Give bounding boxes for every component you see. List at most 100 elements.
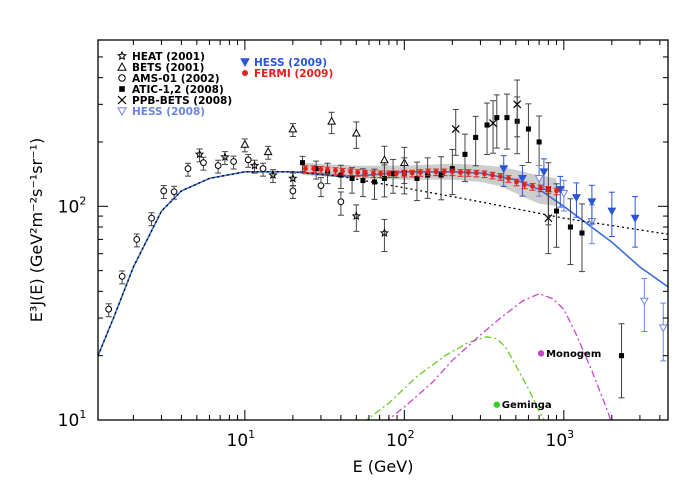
data-point xyxy=(473,134,479,140)
data-point xyxy=(337,198,345,206)
legend-marker-hess-2008 xyxy=(117,107,127,117)
data-point xyxy=(458,170,463,175)
monogem-marker-dot xyxy=(537,350,545,357)
data-point xyxy=(506,176,511,181)
data-point xyxy=(318,166,324,172)
legend-label-heat-2001: HEAT (2001) xyxy=(132,51,205,63)
data-point xyxy=(214,162,222,170)
data-point xyxy=(554,188,559,194)
data-point xyxy=(441,169,447,175)
legend-label-ams-01-2002: AMS-01 (2002) xyxy=(132,73,220,85)
x-tick-label: 102 xyxy=(386,428,415,451)
data-point xyxy=(351,211,362,221)
x-axis-label: E (GeV) xyxy=(353,457,414,476)
data-point xyxy=(497,174,503,179)
data-point xyxy=(504,115,510,121)
data-point xyxy=(567,224,573,230)
data-point xyxy=(401,170,407,176)
data-point xyxy=(513,100,522,109)
data-point xyxy=(303,166,308,172)
hess-2009-series xyxy=(499,155,640,248)
data-point xyxy=(465,170,471,175)
data-point xyxy=(554,208,560,214)
data-point xyxy=(607,207,617,216)
data-point xyxy=(379,228,390,237)
data-point xyxy=(473,170,479,176)
legend-label-atic-1-2-2008: ATIC-1,2 (2008) xyxy=(132,84,224,96)
data-point xyxy=(462,151,468,157)
data-point xyxy=(386,171,392,177)
data-point xyxy=(545,186,551,192)
data-point xyxy=(544,214,553,223)
data-point xyxy=(325,167,330,173)
data-point xyxy=(451,124,460,134)
data-point xyxy=(105,305,113,313)
data-point xyxy=(317,182,325,189)
legend-marker-hess-2009 xyxy=(240,58,250,68)
data-point xyxy=(349,175,355,181)
data-point xyxy=(536,139,542,145)
legend-marker-atic-1-2-2008 xyxy=(119,86,125,92)
legend-label-ppb-bets-2008: PPB-BETS (2008) xyxy=(132,95,232,107)
data-point xyxy=(313,166,319,172)
plot-frame xyxy=(97,39,669,421)
data-point xyxy=(240,139,250,148)
data-point xyxy=(522,182,527,188)
data-point xyxy=(425,169,431,175)
data-point xyxy=(490,172,495,178)
data-point xyxy=(587,198,597,207)
geminga-curve xyxy=(365,336,545,420)
data-point xyxy=(300,160,306,166)
data-point xyxy=(263,147,273,156)
data-point xyxy=(390,171,396,177)
data-point xyxy=(572,194,581,203)
background-curve xyxy=(98,171,668,356)
data-point xyxy=(525,126,531,132)
data-point xyxy=(348,169,353,175)
data-point xyxy=(351,128,361,137)
data-point xyxy=(133,236,141,243)
legend-marker-ams-01-2002 xyxy=(118,74,126,82)
data-point xyxy=(499,165,509,174)
data-point xyxy=(249,160,260,170)
data-point xyxy=(288,173,298,183)
legend-label-fermi-2009: FERMI (2009) xyxy=(254,68,333,80)
data-point xyxy=(200,159,207,167)
data-point xyxy=(482,171,487,177)
geminga-label: Geminga xyxy=(502,400,552,411)
y-tick-label: 101 xyxy=(58,408,87,431)
model-curves xyxy=(98,171,668,420)
annotations: Monogem Geminga xyxy=(493,349,601,411)
data-point xyxy=(220,152,230,162)
data-point xyxy=(379,155,389,164)
legend-marker-ppb-bets-2008 xyxy=(117,95,127,105)
data-point xyxy=(160,187,168,195)
total-model-curve xyxy=(98,171,668,357)
x-tick-label: 101 xyxy=(227,428,256,451)
data-point xyxy=(371,171,376,177)
data-point xyxy=(381,175,387,181)
data-point xyxy=(530,183,535,189)
data-point xyxy=(378,171,384,177)
y-tick-label: 102 xyxy=(58,194,87,217)
data-point xyxy=(489,119,498,128)
data-point xyxy=(194,149,205,159)
data-point xyxy=(433,169,439,175)
data-point xyxy=(148,214,155,222)
data-point xyxy=(409,170,415,176)
data-point xyxy=(534,175,544,184)
data-point xyxy=(494,115,500,121)
data-point xyxy=(230,158,237,165)
data-point xyxy=(449,169,455,175)
fermi-2009-series xyxy=(302,165,560,196)
data-point xyxy=(289,187,297,195)
data-point xyxy=(170,188,178,196)
data-point xyxy=(438,172,444,178)
data-point xyxy=(363,170,368,176)
data-point xyxy=(393,171,399,177)
data-point xyxy=(517,175,527,184)
data-point xyxy=(559,189,569,198)
data-point xyxy=(340,168,345,174)
data-point xyxy=(184,165,192,173)
